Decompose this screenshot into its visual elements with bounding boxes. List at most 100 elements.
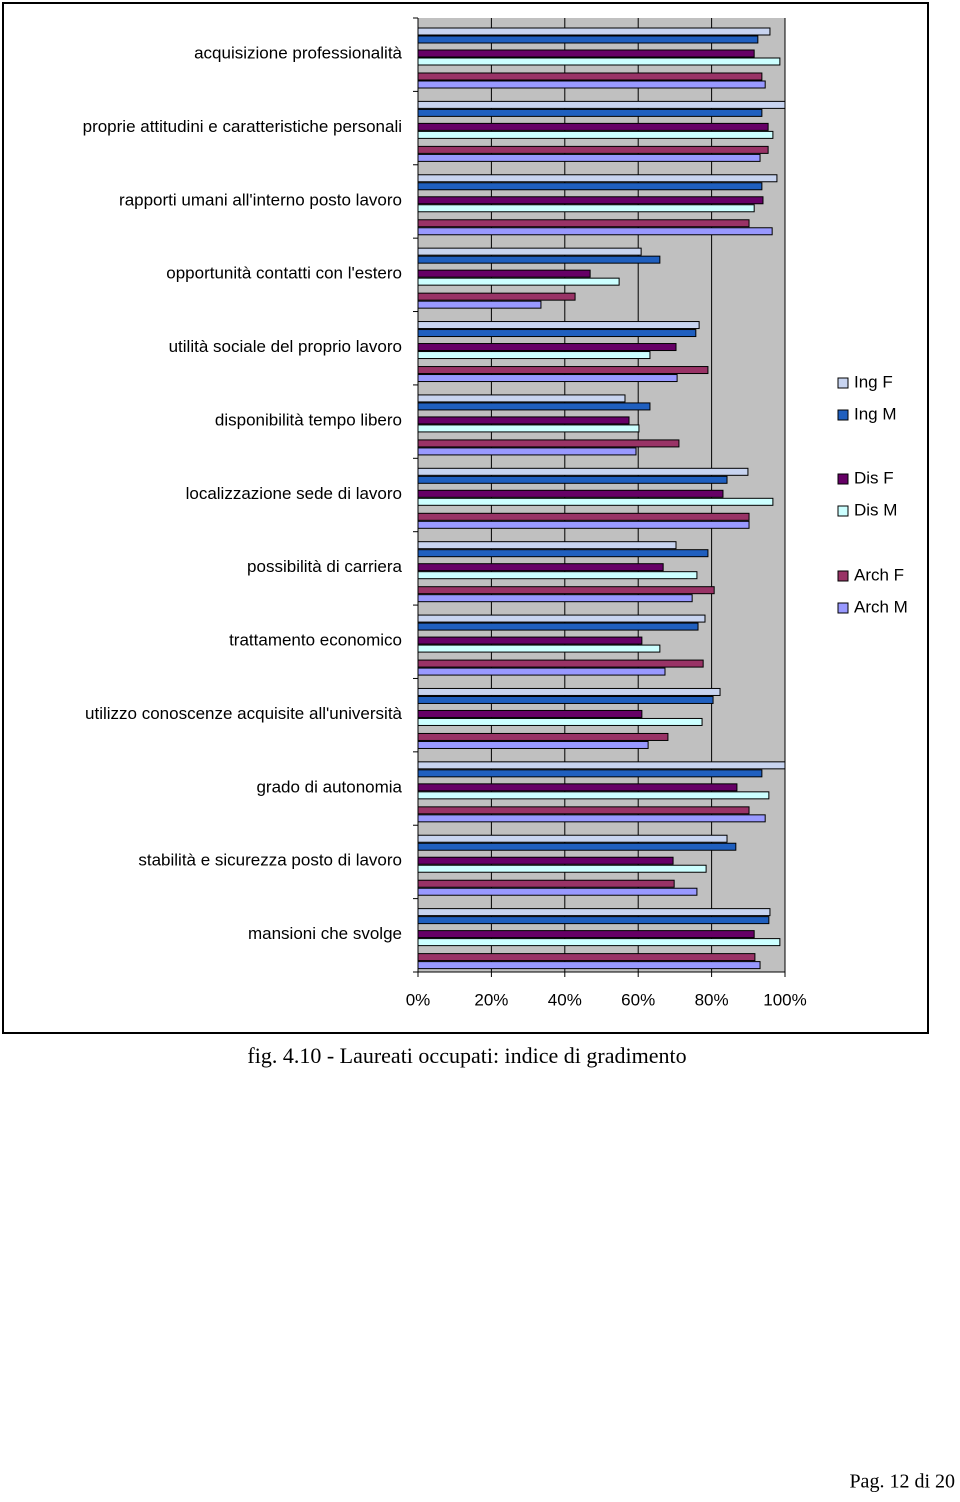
y-tick-label: possibilità di carriera [247, 557, 402, 576]
y-tick-label: proprie attitudini e caratteristiche per… [83, 117, 402, 136]
x-tick-label: 60% [621, 990, 655, 1009]
legend-label: Ing M [854, 404, 897, 423]
page-footer: Pag. 12 di 20 [849, 1471, 955, 1493]
bar [417, 255, 661, 264]
x-tick-label: 100% [763, 990, 806, 1009]
legend-swatch [837, 570, 849, 582]
bar [417, 563, 664, 572]
bar [417, 695, 714, 704]
bar [417, 636, 643, 645]
bar [417, 219, 750, 228]
bar [417, 930, 755, 939]
bar [417, 783, 738, 792]
y-tick-label: disponibilità tempo libero [215, 410, 402, 429]
bar [417, 145, 769, 154]
bar [417, 343, 677, 352]
bar [417, 57, 781, 66]
bar [417, 916, 770, 925]
bar [417, 842, 737, 851]
bar [417, 27, 771, 36]
y-tick-label: mansioni che svolge [248, 924, 402, 943]
bar [417, 571, 698, 580]
bar [417, 402, 651, 411]
bar [417, 130, 774, 139]
bar [417, 887, 698, 896]
bar [417, 732, 669, 741]
bar [417, 834, 728, 843]
bar [417, 520, 750, 529]
bar [417, 814, 766, 823]
bar [417, 769, 763, 778]
bar [417, 329, 697, 338]
bar [417, 277, 620, 286]
bar [417, 227, 773, 236]
bar [417, 687, 721, 696]
bar [417, 961, 761, 970]
bar [417, 856, 674, 865]
legend-label: Ing F [854, 372, 893, 391]
bar [417, 549, 709, 558]
bar [417, 49, 755, 58]
bar [417, 659, 704, 668]
bar [417, 424, 640, 433]
x-tick-label: 40% [548, 990, 582, 1009]
bar [417, 740, 649, 749]
bar [417, 394, 626, 403]
bar [417, 182, 763, 191]
legend-swatch [837, 377, 849, 389]
bar [417, 475, 728, 484]
y-tick-label: rapporti umani all'interno posto lavoro [119, 190, 402, 209]
bar [417, 953, 756, 962]
bar [417, 938, 781, 947]
bar [417, 321, 700, 330]
bar [417, 497, 774, 506]
y-tick-label: utilità sociale del proprio lavoro [169, 337, 402, 356]
legend-swatch [837, 409, 849, 421]
bar [417, 864, 707, 873]
bar [417, 439, 680, 448]
legend-label: Arch F [854, 565, 904, 584]
bar [417, 292, 576, 301]
bar [417, 351, 651, 360]
bar [417, 644, 661, 653]
bar [417, 300, 542, 309]
bar [417, 512, 750, 521]
bar [417, 806, 750, 815]
legend-label: Dis M [854, 500, 897, 519]
bar [417, 204, 755, 213]
legend-label: Arch M [854, 597, 908, 616]
x-tick-label: 20% [474, 990, 508, 1009]
bar [417, 489, 724, 498]
legend-swatch [837, 602, 849, 614]
bar [417, 791, 770, 800]
y-tick-label: stabilità e sicurezza posto di lavoro [138, 851, 402, 870]
bar [417, 594, 693, 603]
legend-swatch [837, 505, 849, 517]
bar [417, 72, 763, 81]
bar [417, 269, 591, 278]
y-tick-label: trattamento economico [229, 631, 402, 650]
bar [417, 586, 715, 595]
x-tick-label: 80% [695, 990, 729, 1009]
bar [417, 908, 771, 917]
bar [417, 174, 778, 183]
bar [417, 761, 786, 770]
y-tick-label: localizzazione sede di lavoro [186, 484, 402, 503]
bar [417, 467, 749, 476]
x-tick-label: 0% [406, 990, 431, 1009]
bar [417, 366, 709, 375]
bar [417, 416, 630, 425]
bar [417, 374, 678, 383]
bar [417, 100, 786, 109]
bar [417, 247, 642, 256]
bar [417, 541, 677, 550]
y-tick-label: opportunità contatti con l'estero [166, 264, 402, 283]
bar [417, 108, 763, 117]
legend-swatch [837, 473, 849, 485]
bar [417, 80, 766, 89]
legend-label: Dis F [854, 468, 894, 487]
bar [417, 667, 666, 676]
bar [417, 879, 675, 888]
bar [417, 709, 643, 718]
